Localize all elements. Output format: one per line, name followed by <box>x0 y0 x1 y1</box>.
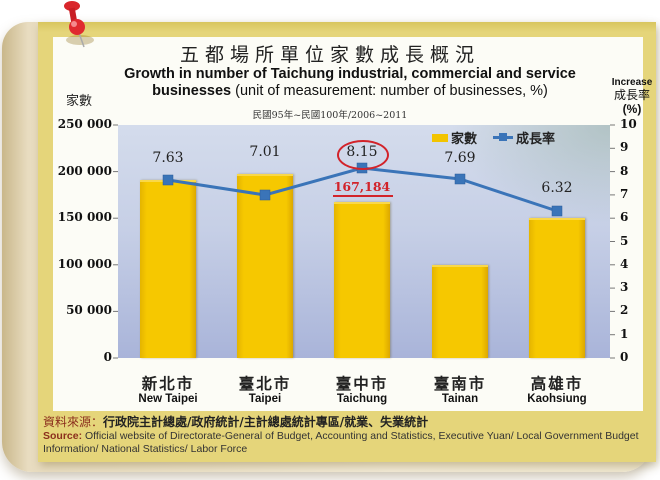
rate-label: 7.63 <box>152 150 184 166</box>
bar-taichung <box>334 202 390 358</box>
right-tick: 9 <box>620 140 629 154</box>
legend-label-rate: 成長率 <box>516 132 556 147</box>
right-tick: 7 <box>620 187 629 201</box>
category-label-zh: 臺南市 <box>433 374 487 393</box>
bar-tainan <box>432 265 488 358</box>
right-tick: 4 <box>620 257 629 271</box>
category-label: 高雄市 Kaohsiung <box>509 374 605 406</box>
left-tick: 200 000 <box>57 164 112 178</box>
right-tick: 10 <box>620 117 637 131</box>
category-label: 臺中市 Taichung <box>314 374 410 406</box>
bar-taipei <box>237 174 293 358</box>
category-label-en: Taichung <box>336 393 388 405</box>
category-label: 臺南市 Tainan <box>412 374 508 406</box>
category-label: 臺北市 Taipei <box>217 374 313 406</box>
pushpin-icon <box>64 1 94 48</box>
category-label-en: Tainan <box>441 393 479 405</box>
right-tick: 5 <box>620 234 629 248</box>
bar-kaohsiung <box>529 218 585 358</box>
source-en-label: Source: <box>43 430 83 442</box>
right-axis-label-unit: (%) <box>622 102 642 116</box>
right-tick: 8 <box>620 164 629 178</box>
chart-title-zh: 五都場所單位家數成長概況 <box>179 44 480 66</box>
category-label: 新北市 New Taipei <box>120 374 216 406</box>
source-zh-label: 資料來源： <box>43 415 104 429</box>
source-en-text: Official website of Directorate-General … <box>43 430 639 455</box>
category-label-en: Kaohsiung <box>527 393 587 405</box>
legend-item-rate: 成長率 <box>493 128 555 147</box>
left-tick: 50 000 <box>66 303 112 317</box>
category-label-en: Taipei <box>248 393 282 405</box>
category-label-zh: 高雄市 <box>530 374 584 393</box>
chart-title-en-unit: (unit of measurement: number of business… <box>235 83 548 99</box>
category-label-zh: 新北市 <box>141 374 195 393</box>
rate-label: 7.01 <box>249 144 281 160</box>
right-tick: 2 <box>620 303 629 317</box>
category-label-zh: 臺中市 <box>335 374 389 393</box>
source-note: 資料來源：行政院主計總處/政府統計/主計總處統計專區/就業、失業統計 Sourc… <box>43 414 643 456</box>
rate-label: 6.32 <box>541 180 573 196</box>
right-tick: 1 <box>620 327 629 341</box>
left-axis-label: 家數 <box>66 94 93 109</box>
right-tick: 6 <box>620 210 629 224</box>
highlight-circle <box>337 140 389 170</box>
right-tick: 0 <box>620 350 629 364</box>
highlight-underline <box>333 195 393 197</box>
bar-new-taipei <box>140 180 196 358</box>
source-en: Source: Official website of Directorate-… <box>43 430 643 456</box>
category-label-en: New Taipei <box>138 393 198 405</box>
right-tick: 3 <box>620 280 629 294</box>
line-marker-swatch-icon <box>493 133 514 141</box>
chart-period: 民國95年~民國100年/2006~2011 <box>252 110 408 121</box>
chart-title-en: Growth in number of Taichung industrial,… <box>110 66 590 100</box>
right-axis-label-zh: 成長率 <box>613 88 650 102</box>
source-zh-text: 行政院主計總處/政府統計/主計總處統計專區/就業、失業統計 <box>103 415 429 429</box>
right-axis-label-en: Increase <box>611 77 653 88</box>
legend-label-count: 家數 <box>451 132 478 147</box>
category-label-zh: 臺北市 <box>238 374 292 393</box>
left-tick: 150 000 <box>57 210 112 224</box>
legend: 家數 成長率 <box>432 128 555 147</box>
left-tick: 0 <box>103 350 112 364</box>
left-tick: 250 000 <box>57 117 112 131</box>
left-tick: 100 000 <box>57 257 112 271</box>
highlight-count-label: 167,184 <box>333 179 391 194</box>
right-axis-label: Increase 成長率 (%) <box>604 77 660 116</box>
bar-swatch-icon <box>432 133 448 142</box>
chart-title-en-bold: Growth in number of Taichung industrial,… <box>124 66 576 99</box>
rate-label: 7.69 <box>444 150 476 166</box>
source-zh: 資料來源：行政院主計總處/政府統計/主計總處統計專區/就業、失業統計 <box>43 414 643 430</box>
legend-item-count: 家數 <box>432 128 477 147</box>
